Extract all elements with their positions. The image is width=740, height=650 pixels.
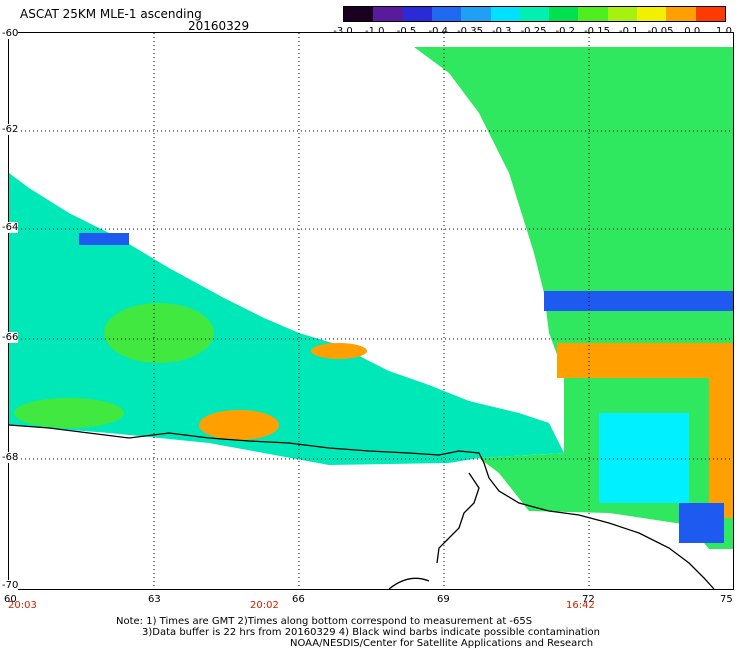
x-tick-label: 69 (437, 594, 450, 605)
colorbar-segment (431, 7, 463, 21)
time-label: 16:42 (566, 600, 595, 611)
colorbar-label: -0.35 (457, 26, 483, 37)
colorbar-segment (607, 7, 639, 21)
anomaly-green-blob-2 (14, 398, 124, 428)
anomaly-blue-patch-left (79, 233, 129, 245)
anomaly-orange-strip (709, 378, 733, 518)
anomaly-cyan-patch (599, 413, 689, 503)
colorbar-segment (461, 7, 492, 21)
x-tick-label: 60 (4, 594, 17, 605)
colorbar-label: 1.0 (716, 26, 732, 37)
product-title: ASCAT 25KM MLE-1 ascending (20, 7, 202, 21)
colorbar-label: -0.1 (619, 26, 639, 37)
colorbar-label: 0.0 (684, 26, 700, 37)
x-tick-label: 66 (292, 594, 305, 605)
anomaly-blue-patch (679, 503, 724, 543)
coastline (9, 424, 715, 589)
colorbar-segment (344, 7, 375, 21)
grid-lines (9, 33, 733, 589)
colorbar-label: -0.05 (648, 26, 674, 37)
colorbar-label: -0.15 (584, 26, 610, 37)
time-label: 20:03 (8, 600, 37, 611)
colorbar-label: -1.0 (365, 26, 385, 37)
colorbar-segment (490, 7, 521, 21)
colorbar-segment (373, 7, 404, 21)
y-tick-label: -60 (2, 28, 19, 39)
colorbar (343, 6, 726, 22)
footer-note-2: 3)Data buffer is 22 hrs from 20160329 4)… (142, 627, 600, 638)
anomaly-orange-patch (199, 410, 279, 440)
y-tick-label: -66 (2, 332, 19, 343)
colorbar-label: -0.5 (397, 26, 417, 37)
colorbar-label: -3.0 (333, 26, 353, 37)
colorbar-segment (666, 7, 697, 21)
anomaly-orange-patch-mid (311, 343, 367, 359)
colorbar-segment (695, 7, 725, 21)
y-tick-label: -62 (2, 124, 19, 135)
x-tick-label: 63 (148, 594, 161, 605)
map-svg (9, 33, 733, 589)
map-panel (8, 32, 734, 590)
time-label: 20:02 (250, 600, 279, 611)
y-tick-label: -70 (2, 580, 19, 591)
swath-left (9, 173, 564, 465)
colorbar-segment (637, 7, 668, 21)
anomaly-green-blob (104, 303, 214, 363)
anomaly-orange-band (557, 343, 733, 378)
coastline-arc (388, 577, 430, 589)
colorbar-label: -0.25 (521, 26, 547, 37)
colorbar-label: -0.4 (428, 26, 448, 37)
colorbar-segment (402, 7, 433, 21)
colorbar-segment (549, 7, 580, 21)
x-tick-label: 75 (720, 594, 733, 605)
coastline-island (436, 472, 480, 564)
y-tick-label: -68 (2, 452, 19, 463)
colorbar-segment (578, 7, 609, 21)
x-tick-label: 72 (582, 594, 595, 605)
anomaly-blue-band (544, 291, 733, 311)
colorbar-label: -0.2 (555, 26, 575, 37)
colorbar-label: -0.3 (492, 26, 512, 37)
footer-note-1: Note: 1) Times are GMT 2)Times along bot… (116, 616, 533, 627)
y-tick-label: -64 (2, 222, 19, 233)
colorbar-segment (519, 7, 551, 21)
product-date: 20160329 (188, 19, 250, 33)
footer-credit: NOAA/NESDIS/Center for Satellite Applica… (290, 638, 594, 649)
